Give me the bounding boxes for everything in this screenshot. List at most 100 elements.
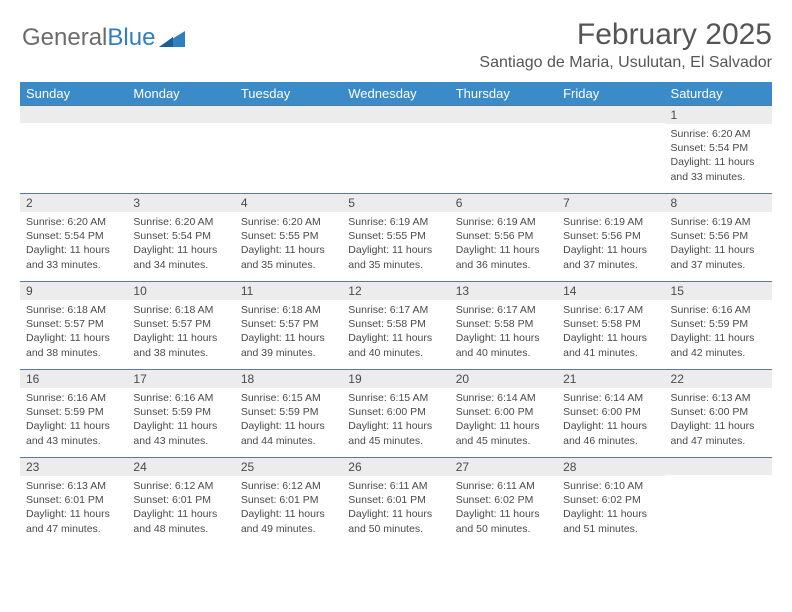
day-number: 11 [235,282,342,300]
day-number [235,106,342,123]
calendar-day-cell: 28Sunrise: 6:10 AM Sunset: 6:02 PM Dayli… [557,458,664,546]
logo-triangle-icon [159,29,185,47]
day-details: Sunrise: 6:19 AM Sunset: 5:56 PM Dayligh… [557,212,664,276]
day-number: 22 [665,370,772,388]
day-details: Sunrise: 6:17 AM Sunset: 5:58 PM Dayligh… [557,300,664,364]
day-details: Sunrise: 6:12 AM Sunset: 6:01 PM Dayligh… [235,476,342,540]
calendar-week-row: 16Sunrise: 6:16 AM Sunset: 5:59 PM Dayli… [20,370,772,458]
day-details: Sunrise: 6:16 AM Sunset: 5:59 PM Dayligh… [665,300,772,364]
calendar-day-cell: 8Sunrise: 6:19 AM Sunset: 5:56 PM Daylig… [665,194,772,282]
calendar-day-cell [235,106,342,194]
weekday-header: Wednesday [342,82,449,106]
day-details: Sunrise: 6:15 AM Sunset: 6:00 PM Dayligh… [342,388,449,452]
day-number: 26 [342,458,449,476]
day-number: 5 [342,194,449,212]
calendar-day-cell: 9Sunrise: 6:18 AM Sunset: 5:57 PM Daylig… [20,282,127,370]
day-details: Sunrise: 6:20 AM Sunset: 5:54 PM Dayligh… [20,212,127,276]
day-details: Sunrise: 6:19 AM Sunset: 5:56 PM Dayligh… [665,212,772,276]
day-number: 14 [557,282,664,300]
day-number: 18 [235,370,342,388]
calendar-day-cell: 19Sunrise: 6:15 AM Sunset: 6:00 PM Dayli… [342,370,449,458]
calendar-day-cell: 22Sunrise: 6:13 AM Sunset: 6:00 PM Dayli… [665,370,772,458]
calendar-day-cell: 16Sunrise: 6:16 AM Sunset: 5:59 PM Dayli… [20,370,127,458]
day-number: 7 [557,194,664,212]
day-number: 15 [665,282,772,300]
calendar-day-cell: 11Sunrise: 6:18 AM Sunset: 5:57 PM Dayli… [235,282,342,370]
calendar-day-cell [557,106,664,194]
logo-text-2: Blue [107,24,155,52]
calendar-day-cell [20,106,127,194]
weekday-header: Tuesday [235,82,342,106]
day-number: 21 [557,370,664,388]
day-details: Sunrise: 6:11 AM Sunset: 6:01 PM Dayligh… [342,476,449,540]
weekday-header: Friday [557,82,664,106]
calendar-day-cell: 14Sunrise: 6:17 AM Sunset: 5:58 PM Dayli… [557,282,664,370]
day-details [127,123,234,130]
day-details: Sunrise: 6:13 AM Sunset: 6:01 PM Dayligh… [20,476,127,540]
calendar-day-cell: 17Sunrise: 6:16 AM Sunset: 5:59 PM Dayli… [127,370,234,458]
calendar-week-row: 2Sunrise: 6:20 AM Sunset: 5:54 PM Daylig… [20,194,772,282]
day-number: 12 [342,282,449,300]
calendar-day-cell: 10Sunrise: 6:18 AM Sunset: 5:57 PM Dayli… [127,282,234,370]
day-details [235,123,342,130]
day-number: 16 [20,370,127,388]
weekday-header-row: Sunday Monday Tuesday Wednesday Thursday… [20,82,772,106]
logo-text-1: General [22,24,107,52]
day-number: 25 [235,458,342,476]
calendar-day-cell [665,458,772,546]
calendar-day-cell: 13Sunrise: 6:17 AM Sunset: 5:58 PM Dayli… [450,282,557,370]
calendar-day-cell: 12Sunrise: 6:17 AM Sunset: 5:58 PM Dayli… [342,282,449,370]
day-number: 9 [20,282,127,300]
day-number: 10 [127,282,234,300]
day-details: Sunrise: 6:20 AM Sunset: 5:54 PM Dayligh… [665,124,772,188]
day-details: Sunrise: 6:17 AM Sunset: 5:58 PM Dayligh… [342,300,449,364]
calendar-day-cell: 5Sunrise: 6:19 AM Sunset: 5:55 PM Daylig… [342,194,449,282]
day-number [20,106,127,123]
day-details: Sunrise: 6:18 AM Sunset: 5:57 PM Dayligh… [235,300,342,364]
day-number: 4 [235,194,342,212]
day-details [665,475,772,482]
calendar-day-cell: 26Sunrise: 6:11 AM Sunset: 6:01 PM Dayli… [342,458,449,546]
calendar-day-cell: 21Sunrise: 6:14 AM Sunset: 6:00 PM Dayli… [557,370,664,458]
day-details [20,123,127,130]
calendar-day-cell: 23Sunrise: 6:13 AM Sunset: 6:01 PM Dayli… [20,458,127,546]
location-subtitle: Santiago de Maria, Usulutan, El Salvador [20,54,772,72]
calendar-day-cell: 20Sunrise: 6:14 AM Sunset: 6:00 PM Dayli… [450,370,557,458]
day-details: Sunrise: 6:18 AM Sunset: 5:57 PM Dayligh… [127,300,234,364]
calendar-day-cell: 2Sunrise: 6:20 AM Sunset: 5:54 PM Daylig… [20,194,127,282]
day-number: 1 [665,106,772,124]
day-details [342,123,449,130]
day-details [450,123,557,130]
calendar-day-cell: 27Sunrise: 6:11 AM Sunset: 6:02 PM Dayli… [450,458,557,546]
day-number: 17 [127,370,234,388]
day-number: 20 [450,370,557,388]
calendar-day-cell: 1Sunrise: 6:20 AM Sunset: 5:54 PM Daylig… [665,106,772,194]
day-number [127,106,234,123]
day-number: 3 [127,194,234,212]
brand-logo: GeneralBlue [22,24,185,52]
day-details: Sunrise: 6:20 AM Sunset: 5:55 PM Dayligh… [235,212,342,276]
calendar-week-row: 1Sunrise: 6:20 AM Sunset: 5:54 PM Daylig… [20,106,772,194]
day-details [557,123,664,130]
day-number: 27 [450,458,557,476]
day-number: 6 [450,194,557,212]
day-number: 24 [127,458,234,476]
calendar-day-cell: 6Sunrise: 6:19 AM Sunset: 5:56 PM Daylig… [450,194,557,282]
day-details: Sunrise: 6:10 AM Sunset: 6:02 PM Dayligh… [557,476,664,540]
calendar-day-cell: 18Sunrise: 6:15 AM Sunset: 5:59 PM Dayli… [235,370,342,458]
weekday-header: Monday [127,82,234,106]
day-number: 8 [665,194,772,212]
day-details: Sunrise: 6:15 AM Sunset: 5:59 PM Dayligh… [235,388,342,452]
day-details: Sunrise: 6:14 AM Sunset: 6:00 PM Dayligh… [450,388,557,452]
weekday-header: Sunday [20,82,127,106]
day-number: 23 [20,458,127,476]
calendar-body: 1Sunrise: 6:20 AM Sunset: 5:54 PM Daylig… [20,106,772,546]
day-number: 28 [557,458,664,476]
day-number: 2 [20,194,127,212]
day-details: Sunrise: 6:20 AM Sunset: 5:54 PM Dayligh… [127,212,234,276]
calendar-day-cell: 24Sunrise: 6:12 AM Sunset: 6:01 PM Dayli… [127,458,234,546]
calendar-day-cell: 7Sunrise: 6:19 AM Sunset: 5:56 PM Daylig… [557,194,664,282]
day-details: Sunrise: 6:16 AM Sunset: 5:59 PM Dayligh… [127,388,234,452]
day-number [342,106,449,123]
calendar-day-cell [342,106,449,194]
